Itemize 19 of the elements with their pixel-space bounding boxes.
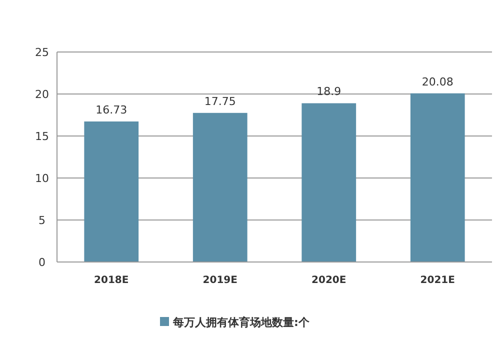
y-tick-label: 10 <box>35 172 49 185</box>
bar <box>84 121 139 262</box>
legend-label: 每万人拥有体育场地数量:个 <box>172 316 310 329</box>
y-tick-label: 25 <box>35 46 49 59</box>
bar <box>302 103 356 262</box>
bar <box>192 112 248 262</box>
y-tick-label: 5 <box>38 214 46 227</box>
y-tick-label: 15 <box>35 130 49 143</box>
x-tick-label: 2021E <box>420 275 456 286</box>
data-label: 20.08 <box>422 75 454 88</box>
data-label: 18.9 <box>316 85 342 98</box>
x-tick-label: 2019E <box>202 275 238 286</box>
x-tick-label: 2020E <box>312 275 346 286</box>
data-label: 17.75 <box>204 94 236 108</box>
x-tick-label: 2018E <box>94 275 129 286</box>
data-label: 16.73 <box>96 103 128 116</box>
y-tick-label: 0 <box>38 256 46 269</box>
bar <box>410 93 465 262</box>
y-tick-label: 20 <box>35 88 49 101</box>
